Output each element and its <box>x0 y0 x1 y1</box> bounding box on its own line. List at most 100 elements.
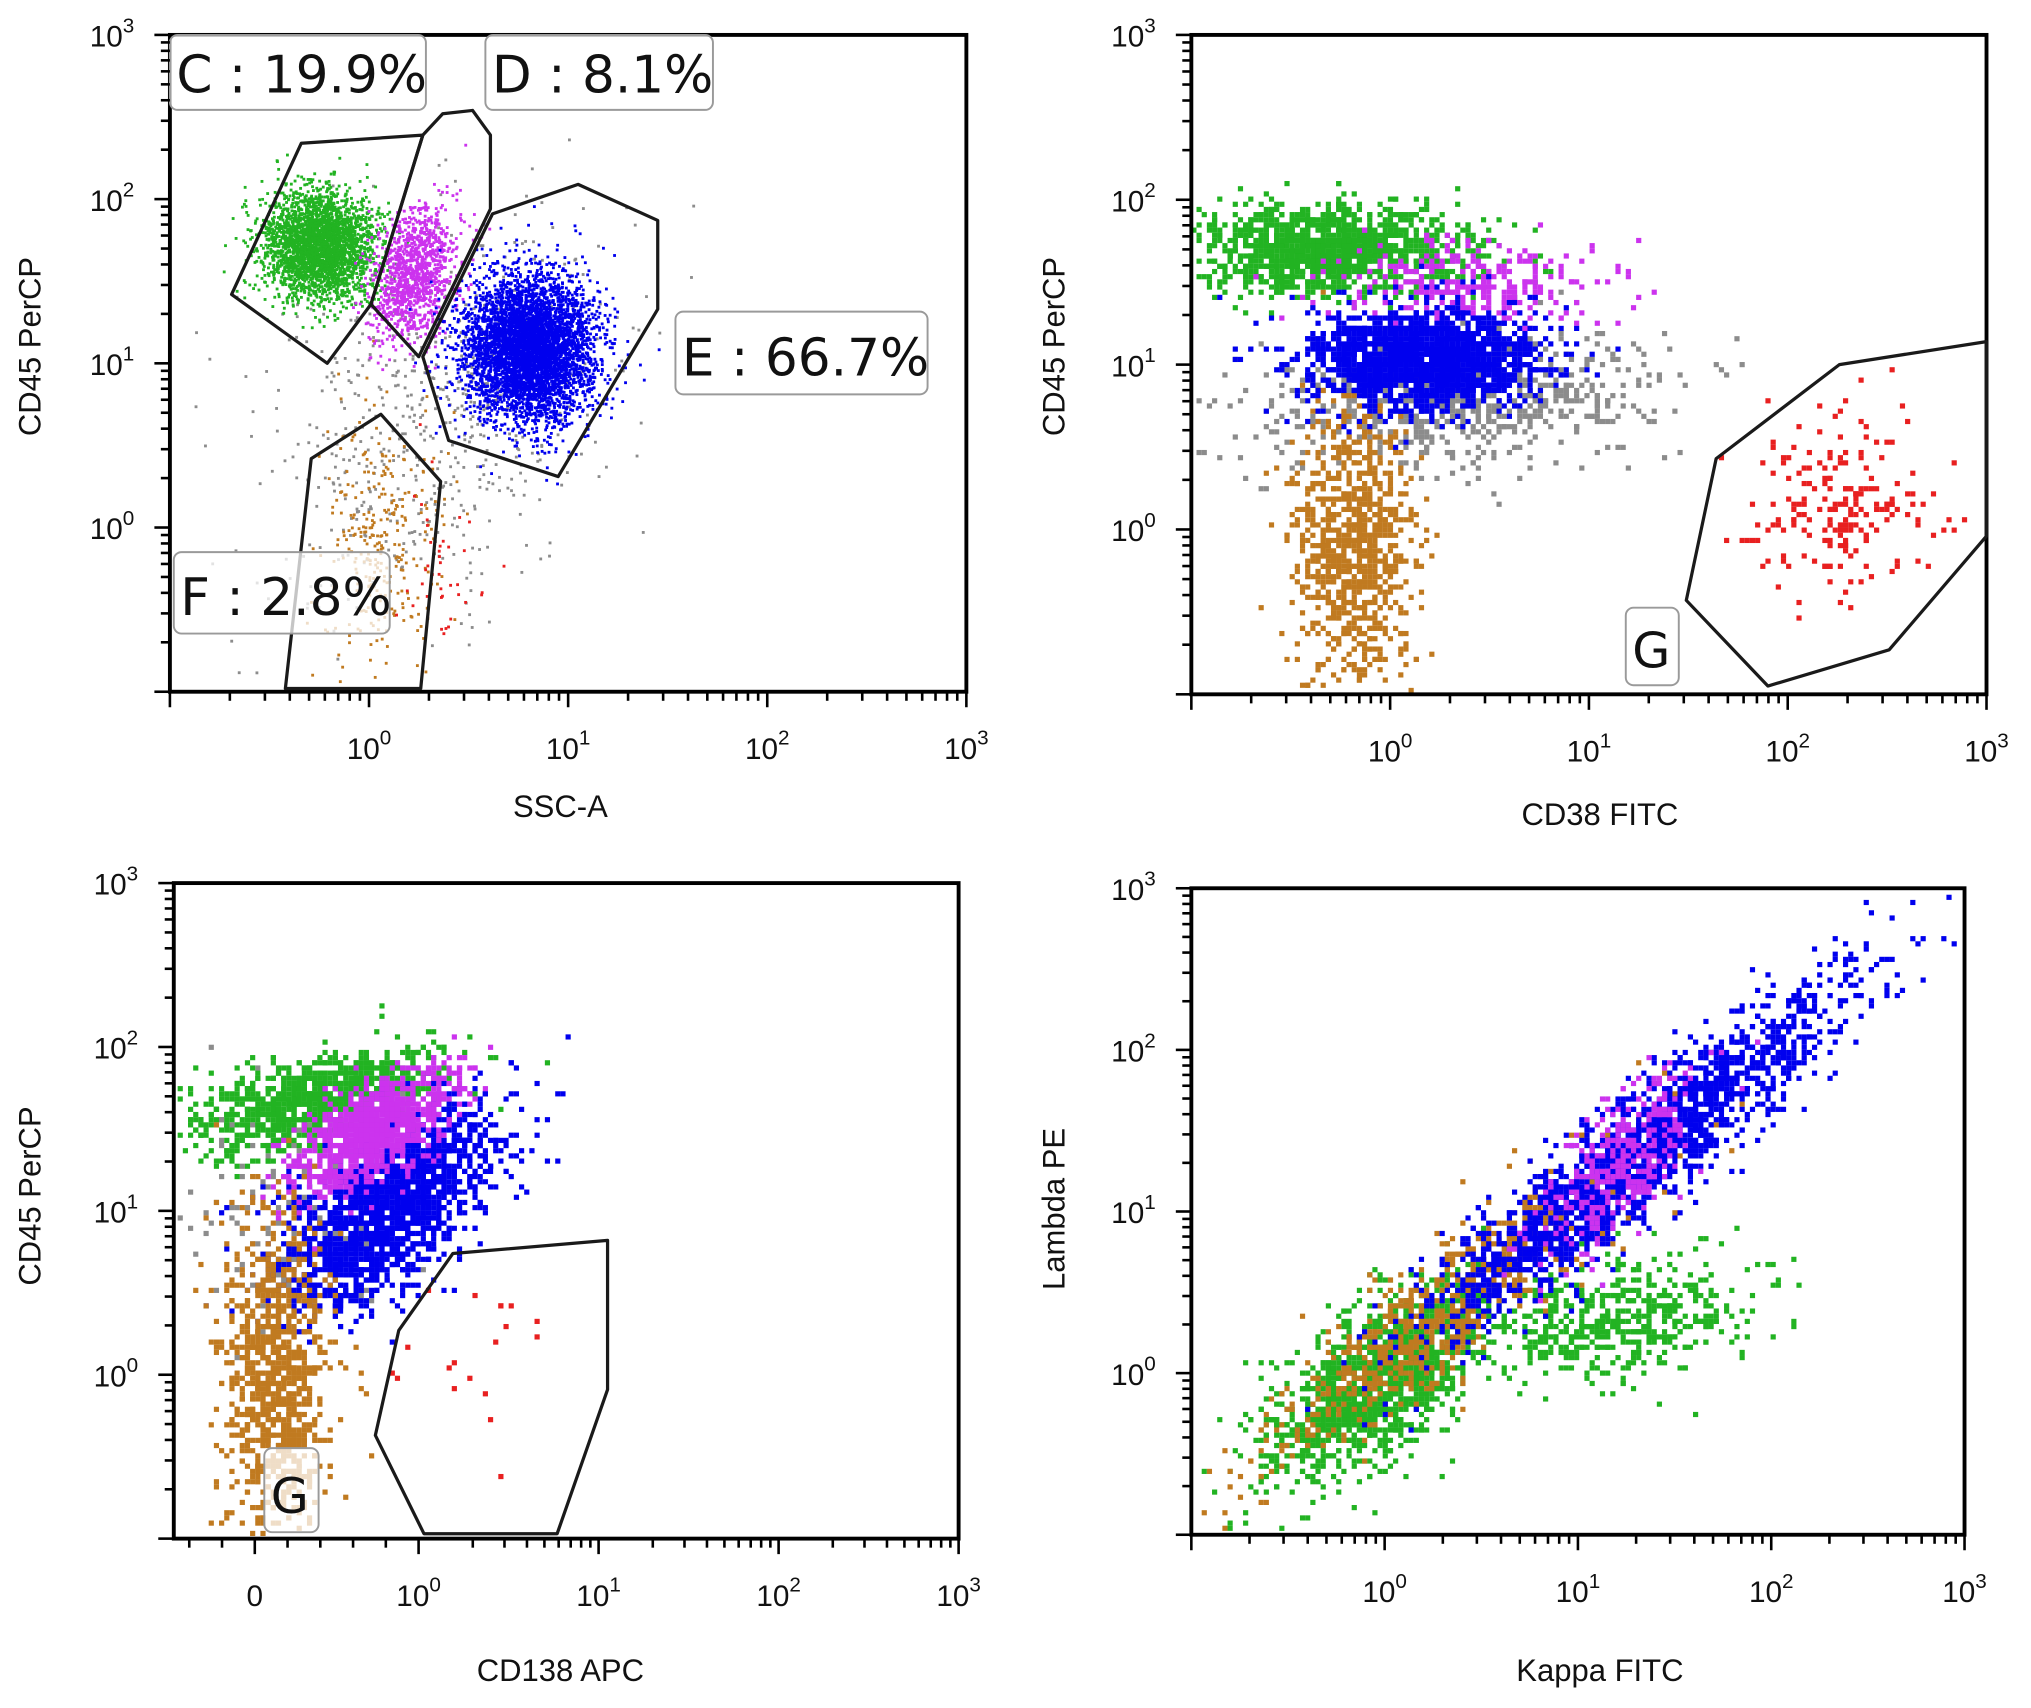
event-dot <box>406 591 409 595</box>
event-dot <box>337 235 341 239</box>
event-dot <box>425 395 429 398</box>
event-dot <box>350 303 354 307</box>
event-dot <box>374 261 378 265</box>
event-dot <box>336 245 340 249</box>
event-dot <box>292 261 296 265</box>
event-dot <box>276 263 279 267</box>
event-dot <box>299 295 303 299</box>
event-dot <box>334 261 338 265</box>
event-dot <box>341 665 345 669</box>
event-dot <box>354 261 357 265</box>
event-dot <box>414 327 418 331</box>
event-dot <box>266 232 270 236</box>
event-dot <box>402 209 406 213</box>
event-dot <box>346 215 350 219</box>
event-dot <box>371 257 375 261</box>
event-dot <box>459 216 462 220</box>
event-dot <box>593 440 597 444</box>
event-dot <box>324 277 327 281</box>
event-dot <box>448 335 452 338</box>
event-dot <box>369 461 373 465</box>
event-dot <box>419 243 423 247</box>
event-dot <box>307 284 311 288</box>
event-dot <box>441 229 445 233</box>
event-dot <box>280 263 284 267</box>
event-dot <box>480 591 484 595</box>
event-dot <box>438 555 441 559</box>
event-dot <box>364 450 367 454</box>
event-dot <box>395 558 399 562</box>
event-dot <box>276 255 280 259</box>
event-dot <box>317 243 321 247</box>
event-dot <box>362 500 366 504</box>
event-dot <box>340 248 344 252</box>
event-dot <box>377 482 381 486</box>
event-dot <box>444 372 448 376</box>
event-dot <box>525 194 528 198</box>
event-dot <box>397 437 401 441</box>
event-dot <box>317 268 321 272</box>
event-dot <box>377 541 381 545</box>
event-dot <box>275 407 278 410</box>
event-dot <box>329 201 333 204</box>
event-dot <box>333 489 336 493</box>
event-dot <box>284 269 288 273</box>
event-dot <box>295 268 299 272</box>
event-dot <box>284 247 288 251</box>
event-dot <box>264 251 267 255</box>
event-dot <box>365 464 369 468</box>
event-dot <box>289 259 293 263</box>
event-dot <box>426 564 430 568</box>
event-dot <box>275 251 279 255</box>
event-dot <box>283 242 287 246</box>
event-dot <box>381 487 385 491</box>
event-dot <box>346 251 350 254</box>
event-dot <box>498 475 501 479</box>
event-dot <box>495 387 499 391</box>
event-dot <box>292 238 296 242</box>
event-dot <box>371 523 375 527</box>
event-dot <box>375 542 379 546</box>
event-dot <box>302 177 306 181</box>
event-dot <box>312 261 315 265</box>
event-dot <box>453 618 457 622</box>
event-dot <box>384 540 388 543</box>
event-dot <box>328 309 332 313</box>
event-dot <box>294 241 298 244</box>
event-dot <box>291 291 295 295</box>
event-dot <box>267 272 271 276</box>
event-dot <box>280 212 283 216</box>
event-dot <box>294 239 298 243</box>
event-dot <box>348 273 352 277</box>
event-dot <box>361 226 365 230</box>
event-dot <box>314 284 317 288</box>
event-dot <box>536 459 540 463</box>
event-dot <box>357 217 361 220</box>
event-dot <box>396 383 400 387</box>
event-dot <box>324 203 328 207</box>
event-dot <box>364 398 368 402</box>
event-dot <box>331 226 334 230</box>
event-dot <box>470 626 474 629</box>
event-dot <box>310 216 314 219</box>
event-dot <box>423 277 426 281</box>
event-dot <box>282 306 286 310</box>
event-dot <box>281 209 284 213</box>
event-dot <box>280 230 283 234</box>
event-dot <box>392 612 396 616</box>
event-dot <box>283 221 286 225</box>
event-dot <box>422 324 426 328</box>
event-dot <box>344 427 348 431</box>
event-dot <box>328 217 332 221</box>
event-dot <box>299 207 303 211</box>
scatter-panel-1: C : 19.9% D : 8.1%E : 66.7%F : 2.8%100 101… <box>13 14 989 824</box>
event-dot <box>469 571 473 575</box>
event-dot <box>355 316 359 320</box>
event-dot <box>352 259 356 262</box>
event-dot <box>331 209 335 213</box>
event-dot <box>298 243 302 247</box>
event-dot <box>405 448 409 452</box>
event-dot <box>308 205 312 209</box>
event-dot <box>392 454 395 458</box>
event-dot <box>324 290 327 294</box>
